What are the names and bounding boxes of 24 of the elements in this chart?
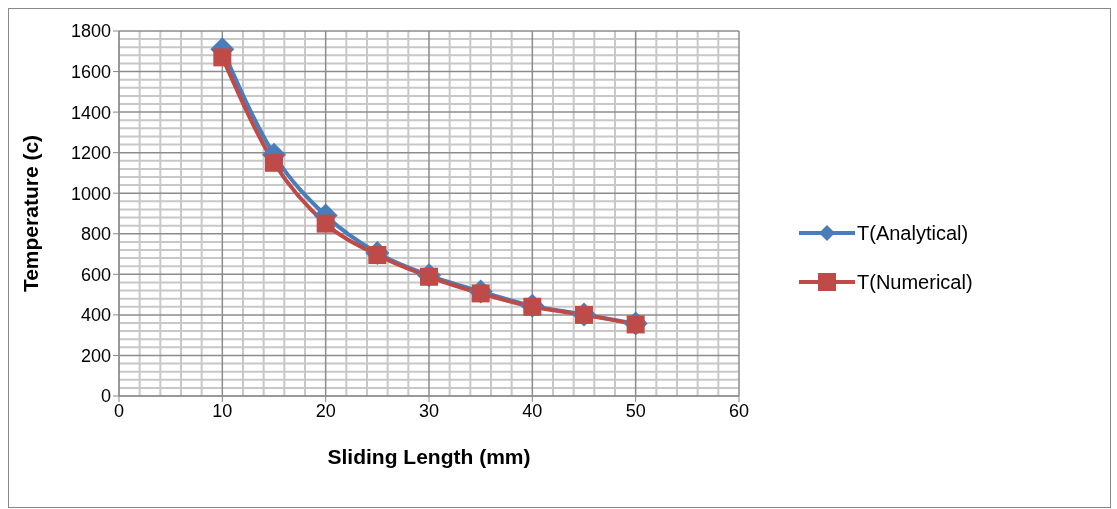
x-tick-label: 60 bbox=[728, 400, 750, 421]
y-tick-label: 1600 bbox=[70, 61, 111, 82]
y-tick-label: 600 bbox=[80, 264, 111, 285]
legend-label: T(Analytical) bbox=[857, 221, 969, 245]
y-tick-label: 1200 bbox=[70, 143, 111, 164]
x-tick-label: 40 bbox=[522, 400, 543, 421]
point bbox=[316, 214, 335, 233]
x-tick-label: 0 bbox=[113, 400, 125, 421]
point bbox=[213, 48, 232, 67]
x-tick-label: 50 bbox=[625, 400, 646, 421]
y-tick-label: 1400 bbox=[70, 102, 111, 123]
y-tick-label: 200 bbox=[80, 345, 111, 366]
x-tick-label: 30 bbox=[418, 400, 440, 421]
x-tick-label: 20 bbox=[315, 400, 336, 421]
x-tick-label: 10 bbox=[212, 400, 233, 421]
y-tick-label: 1000 bbox=[70, 183, 111, 204]
y-tick-label: 1800 bbox=[70, 21, 111, 42]
y-tick-label: 800 bbox=[80, 224, 111, 245]
legend-label: T(Numerical) bbox=[857, 270, 973, 294]
y-axis-title: Temperature (c) bbox=[19, 134, 43, 293]
y-tick-label: 0 bbox=[100, 386, 111, 407]
point bbox=[265, 153, 283, 172]
x-axis-title: Sliding Length (mm) bbox=[327, 445, 531, 468]
y-tick-label: 400 bbox=[80, 305, 111, 326]
